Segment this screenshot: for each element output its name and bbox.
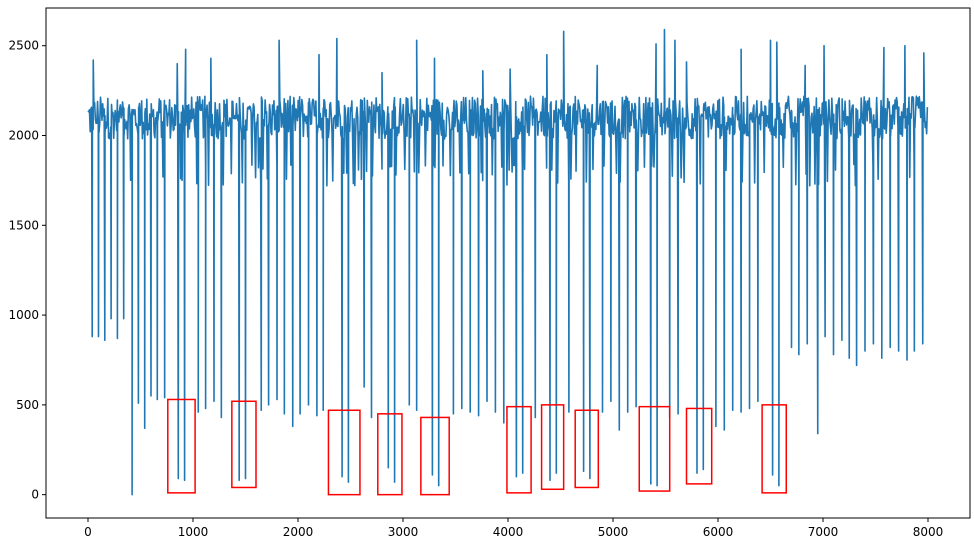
series-layer <box>87 28 929 496</box>
highlight-box <box>327 409 361 496</box>
highlight-box <box>167 398 196 494</box>
highlight-box <box>638 405 671 492</box>
x-tick-label: 0 <box>84 525 92 539</box>
x-tick-label: 4000 <box>493 525 524 539</box>
highlight-layer <box>167 398 787 496</box>
highlight-box <box>420 416 450 496</box>
series-line <box>87 28 929 496</box>
highlight-box <box>574 409 600 489</box>
y-tick-label: 1000 <box>8 308 39 322</box>
highlight-box <box>540 404 565 491</box>
x-tick-label: 3000 <box>388 525 419 539</box>
y-tick-label: 2500 <box>8 39 39 53</box>
x-tick-label: 1000 <box>178 525 209 539</box>
x-tick-label: 7000 <box>808 525 839 539</box>
highlight-box <box>761 404 787 494</box>
y-tick-label: 0 <box>31 488 39 502</box>
x-axis: 0 1000 2000 3000 4000 5000 6000 7000 8000 <box>84 518 943 539</box>
x-tick-label: 2000 <box>283 525 314 539</box>
y-axis: 0 500 1000 1500 2000 2500 <box>8 39 46 502</box>
highlight-box <box>377 413 403 496</box>
highlight-box <box>231 400 257 489</box>
x-tick-label: 6000 <box>703 525 734 539</box>
y-tick-label: 1500 <box>8 218 39 232</box>
highlight-box <box>506 405 532 494</box>
y-tick-label: 2000 <box>8 129 39 143</box>
x-tick-label: 5000 <box>598 525 629 539</box>
x-tick-label: 8000 <box>913 525 944 539</box>
highlight-box <box>685 407 713 485</box>
y-tick-label: 500 <box>16 398 39 412</box>
